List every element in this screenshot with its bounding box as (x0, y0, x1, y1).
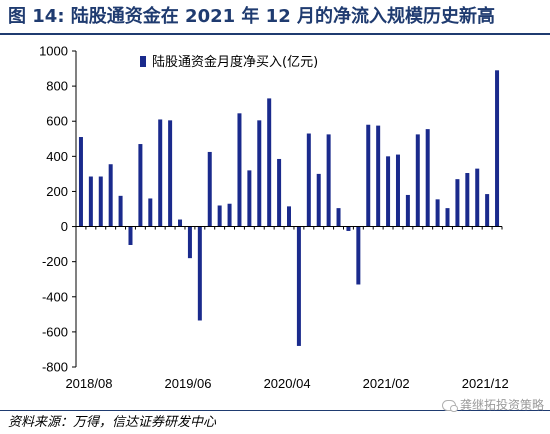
y-tick-label: -400 (42, 289, 68, 304)
bar (346, 226, 351, 231)
x-tick-label: 2019/06 (165, 376, 212, 391)
bar (336, 208, 341, 227)
bar (197, 226, 202, 321)
y-tick-label: 400 (46, 149, 68, 164)
y-tick-label: 800 (46, 79, 68, 94)
y-tick-label: -800 (42, 360, 68, 375)
bar (376, 125, 381, 227)
watermark-text: 龚继拓投资策略 (459, 398, 544, 412)
bar (475, 168, 480, 227)
watermark: 龚继拓投资策略 (441, 396, 544, 414)
bar (277, 158, 282, 227)
bar-chart: -800 -600 -400 -200 0 200 400 600 800 1000 2018/08… (39, 44, 509, 392)
bar (158, 119, 163, 227)
bar (207, 151, 212, 227)
footer-divider (0, 410, 550, 411)
bar (168, 120, 173, 227)
bar (118, 195, 123, 227)
bar (237, 113, 242, 227)
bar (148, 198, 153, 227)
y-tick-label: 200 (46, 184, 68, 199)
bar (178, 219, 183, 227)
bar (98, 176, 103, 227)
bar (445, 208, 450, 227)
bar (257, 120, 262, 227)
bar (415, 134, 420, 227)
bar (108, 164, 113, 227)
bar (405, 194, 410, 227)
bar (316, 173, 321, 227)
bar (217, 205, 222, 227)
title-divider (0, 33, 550, 35)
bar (356, 226, 361, 285)
bar (88, 176, 93, 227)
legend-swatch (140, 56, 146, 67)
bar (247, 170, 252, 227)
legend-label: 陆股通资金月度净买入(亿元) (152, 54, 318, 70)
bar (287, 206, 291, 227)
wechat-icon (441, 399, 458, 412)
bar (138, 144, 143, 227)
figure-title: 图 14: 陆股通资金在 2021 年 12 月的净流入规模历史新高 (8, 6, 495, 27)
bar (227, 203, 232, 227)
y-tick-label: 600 (46, 114, 68, 129)
y-tick-label: 0 (61, 219, 68, 234)
bar (78, 137, 83, 227)
x-tick-label: 2018/08 (65, 376, 112, 391)
bar (326, 134, 331, 227)
x-tick-label: 2021/12 (462, 376, 509, 391)
x-tick-label: 2020/04 (264, 376, 311, 391)
bar (128, 226, 133, 245)
bar (306, 133, 311, 227)
x-tick-label: 2021/02 (363, 376, 410, 391)
bar (296, 226, 301, 346)
bar (455, 179, 460, 227)
bar (187, 226, 192, 259)
bar (386, 156, 391, 227)
y-tick-label: -600 (42, 324, 68, 339)
y-tick-label: -200 (42, 254, 68, 269)
bar (485, 194, 490, 227)
bar (435, 199, 440, 227)
source-note: 资料来源：万得，信达证券研发中心 (8, 415, 217, 430)
bar (366, 124, 371, 227)
bar (495, 70, 500, 227)
bar (267, 98, 272, 227)
y-tick-label: 1000 (39, 44, 68, 59)
bar (425, 129, 430, 227)
bar (395, 154, 400, 227)
bar (465, 173, 470, 227)
